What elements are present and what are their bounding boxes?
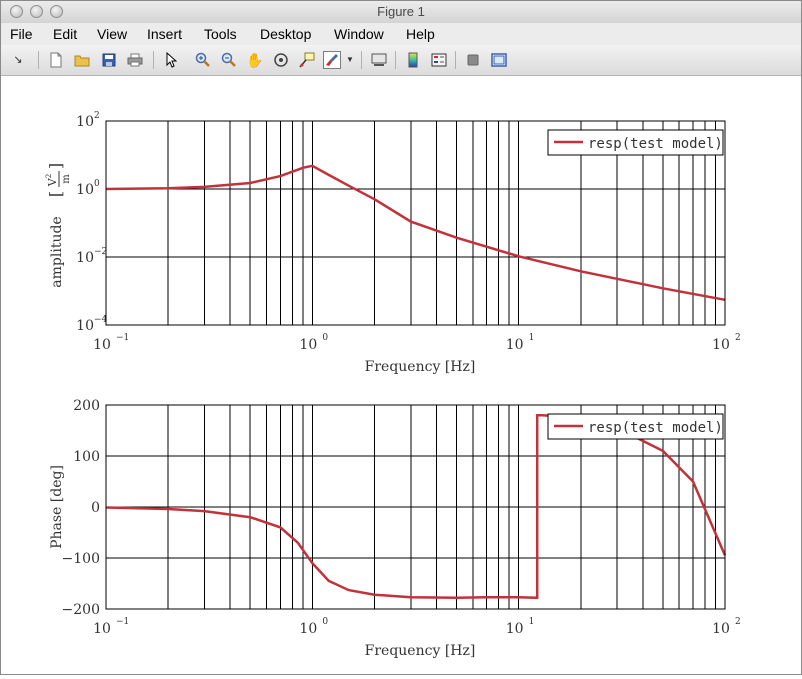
y-tick-exponent: −4 bbox=[94, 315, 108, 325]
legend[interactable]: resp(test model) bbox=[547, 129, 724, 156]
y-tick-label: 10 bbox=[76, 182, 94, 198]
x-tick-exponent: 1 bbox=[529, 617, 535, 627]
zoom-window-icon[interactable] bbox=[50, 5, 63, 18]
svg-text:V2: V2 bbox=[45, 174, 59, 187]
x-tick-exponent: −1 bbox=[116, 617, 129, 627]
x-tick-labels: 10 −1 10 0 10 1 10 2 bbox=[93, 333, 741, 353]
toolbar-separator bbox=[455, 51, 456, 69]
y-tick-exponent: 2 bbox=[94, 111, 100, 121]
legend-icon[interactable] bbox=[431, 52, 447, 68]
x-tick-labels: 10 −1 10 0 10 1 10 2 bbox=[93, 617, 741, 637]
legend-entry: resp(test model) bbox=[588, 420, 723, 436]
amplitude-series-line bbox=[105, 164, 726, 302]
x-tick-exponent: 2 bbox=[735, 617, 741, 627]
open-file-icon[interactable] bbox=[74, 52, 90, 68]
menu-help[interactable]: Help bbox=[406, 26, 435, 42]
svg-text:m: m bbox=[61, 174, 72, 184]
dropdown-icon[interactable]: ▼ bbox=[346, 55, 354, 64]
y-tick-label: 0 bbox=[91, 500, 100, 516]
x-tick-exponent: 2 bbox=[735, 333, 741, 343]
rotate-3d-icon[interactable] bbox=[273, 52, 289, 68]
x-tick-label: 10 bbox=[506, 621, 524, 637]
toolbar-separator bbox=[153, 51, 154, 69]
save-icon[interactable] bbox=[101, 52, 117, 68]
y-tick-label: 100 bbox=[73, 449, 100, 465]
x-tick-label: 10 bbox=[93, 621, 111, 637]
y-tick-label: 10 bbox=[76, 318, 94, 334]
svg-text:amplitude: amplitude bbox=[49, 216, 65, 287]
y-tick-label: 10 bbox=[76, 250, 94, 266]
x-tick-label: 10 bbox=[93, 337, 111, 353]
show-plot-tools-icon[interactable] bbox=[491, 52, 507, 68]
svg-text:]: ] bbox=[46, 163, 65, 169]
y-tick-label: 10 bbox=[76, 114, 94, 130]
x-tick-label: 10 bbox=[299, 337, 317, 353]
link-plot-icon[interactable] bbox=[371, 52, 387, 68]
y-tick-exponent: 0 bbox=[94, 179, 100, 189]
x-tick-label: 10 bbox=[299, 621, 317, 637]
zoom-out-icon[interactable] bbox=[221, 52, 237, 68]
y-axis-label: amplitude [ V2 m ] bbox=[45, 163, 72, 288]
y-tick-label: 200 bbox=[73, 398, 100, 414]
figure-toolbar: ↘ ✋ ▼ bbox=[1, 45, 801, 76]
svg-text:[: [ bbox=[46, 191, 65, 197]
x-tick-exponent: −1 bbox=[116, 333, 129, 343]
arrow-icon[interactable]: ↘ bbox=[13, 54, 23, 66]
y-tick-labels: −200 −100 0 100 200 bbox=[62, 398, 100, 618]
legend-entry: resp(test model) bbox=[588, 136, 723, 152]
x-axis-label: Frequency [Hz] bbox=[365, 359, 476, 375]
axes-box bbox=[105, 120, 726, 326]
colorbar-icon[interactable] bbox=[405, 52, 421, 68]
pointer-icon[interactable] bbox=[163, 52, 179, 68]
x-tick-label: 10 bbox=[712, 337, 730, 353]
menu-insert[interactable]: Insert bbox=[147, 26, 183, 42]
axes-box bbox=[105, 404, 726, 610]
menu-edit[interactable]: Edit bbox=[53, 26, 78, 42]
zoom-in-icon[interactable] bbox=[195, 52, 211, 68]
brush-icon[interactable] bbox=[323, 51, 341, 69]
window-title: Figure 1 bbox=[377, 4, 425, 19]
x-tick-exponent: 0 bbox=[322, 617, 328, 627]
y-axis-label: Phase [deg] bbox=[49, 465, 65, 549]
hide-plot-tools-icon[interactable] bbox=[465, 52, 481, 68]
legend[interactable]: resp(test model) bbox=[547, 413, 724, 440]
x-tick-label: 10 bbox=[712, 621, 730, 637]
y-tick-label: −100 bbox=[62, 551, 100, 567]
toolbar-separator bbox=[38, 51, 39, 69]
x-tick-exponent: 1 bbox=[529, 333, 535, 343]
y-tick-label: −200 bbox=[62, 602, 100, 618]
title-bar: Figure 1 bbox=[1, 1, 801, 24]
menu-window[interactable]: Window bbox=[334, 26, 384, 42]
print-icon[interactable] bbox=[127, 52, 143, 68]
minimize-window-icon[interactable] bbox=[30, 5, 43, 18]
x-tick-label: 10 bbox=[506, 337, 524, 353]
menu-view[interactable]: View bbox=[97, 26, 128, 42]
menu-bar: File Edit View Insert Tools Desktop Wind… bbox=[1, 23, 801, 45]
close-window-icon[interactable] bbox=[10, 5, 23, 18]
x-axis-label: Frequency [Hz] bbox=[365, 643, 476, 659]
figure-canvas: 10 −1 10 0 10 1 10 2 10 −4 10 −2 10 0 10 2 Frequency [… bbox=[1, 76, 801, 674]
pan-icon[interactable]: ✋ bbox=[246, 52, 264, 68]
y-tick-exponent: −2 bbox=[94, 247, 107, 257]
toolbar-separator bbox=[361, 51, 362, 69]
data-cursor-icon[interactable] bbox=[299, 52, 315, 68]
new-figure-icon[interactable] bbox=[48, 52, 64, 68]
menu-desktop[interactable]: Desktop bbox=[260, 26, 312, 42]
menu-file[interactable]: File bbox=[10, 26, 33, 42]
x-tick-exponent: 0 bbox=[322, 333, 328, 343]
toolbar-separator bbox=[395, 51, 396, 69]
menu-tools[interactable]: Tools bbox=[204, 26, 237, 42]
